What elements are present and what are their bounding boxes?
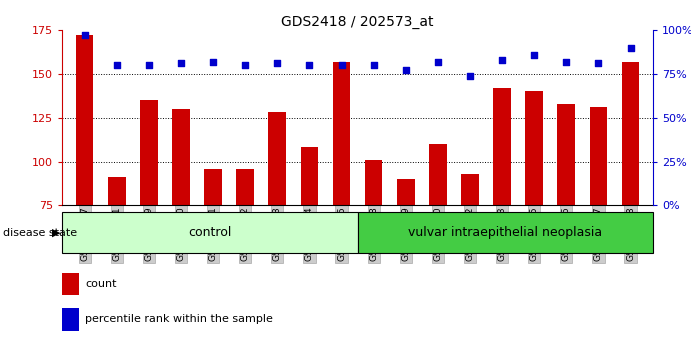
Bar bbox=[493, 88, 511, 205]
Point bbox=[625, 45, 636, 50]
Point bbox=[593, 61, 604, 66]
Bar bbox=[622, 62, 639, 205]
Bar bbox=[236, 169, 254, 205]
Text: disease state: disease state bbox=[3, 228, 77, 238]
Point bbox=[272, 61, 283, 66]
Bar bbox=[429, 144, 446, 205]
Bar bbox=[205, 169, 222, 205]
Point bbox=[400, 68, 411, 73]
Bar bbox=[76, 35, 93, 205]
Point bbox=[464, 73, 475, 79]
Bar bbox=[140, 100, 158, 205]
Bar bbox=[397, 179, 415, 205]
Text: vulvar intraepithelial neoplasia: vulvar intraepithelial neoplasia bbox=[408, 226, 603, 239]
Bar bbox=[269, 113, 286, 205]
Point bbox=[497, 57, 508, 63]
Point bbox=[336, 62, 347, 68]
Text: count: count bbox=[85, 279, 117, 289]
Point bbox=[433, 59, 444, 64]
Title: GDS2418 / 202573_at: GDS2418 / 202573_at bbox=[281, 15, 434, 29]
Point bbox=[529, 52, 540, 57]
Bar bbox=[589, 107, 607, 205]
Point bbox=[561, 59, 572, 64]
Point bbox=[111, 62, 122, 68]
Bar bbox=[62, 273, 79, 295]
Bar bbox=[358, 212, 653, 253]
Point bbox=[368, 62, 379, 68]
Bar bbox=[461, 174, 479, 205]
Bar bbox=[108, 177, 126, 205]
Bar bbox=[558, 104, 575, 205]
Bar bbox=[62, 212, 358, 253]
Point bbox=[176, 61, 187, 66]
Bar bbox=[62, 308, 79, 331]
Point bbox=[304, 62, 315, 68]
Point bbox=[240, 62, 251, 68]
Text: percentile rank within the sample: percentile rank within the sample bbox=[85, 314, 273, 324]
Text: ▶: ▶ bbox=[53, 228, 61, 238]
Bar bbox=[365, 160, 383, 205]
Point bbox=[79, 33, 91, 38]
Point bbox=[207, 59, 218, 64]
Bar bbox=[332, 62, 350, 205]
Bar bbox=[301, 148, 319, 205]
Bar bbox=[525, 91, 543, 205]
Bar bbox=[172, 109, 190, 205]
Text: control: control bbox=[188, 226, 231, 239]
Point bbox=[143, 62, 154, 68]
